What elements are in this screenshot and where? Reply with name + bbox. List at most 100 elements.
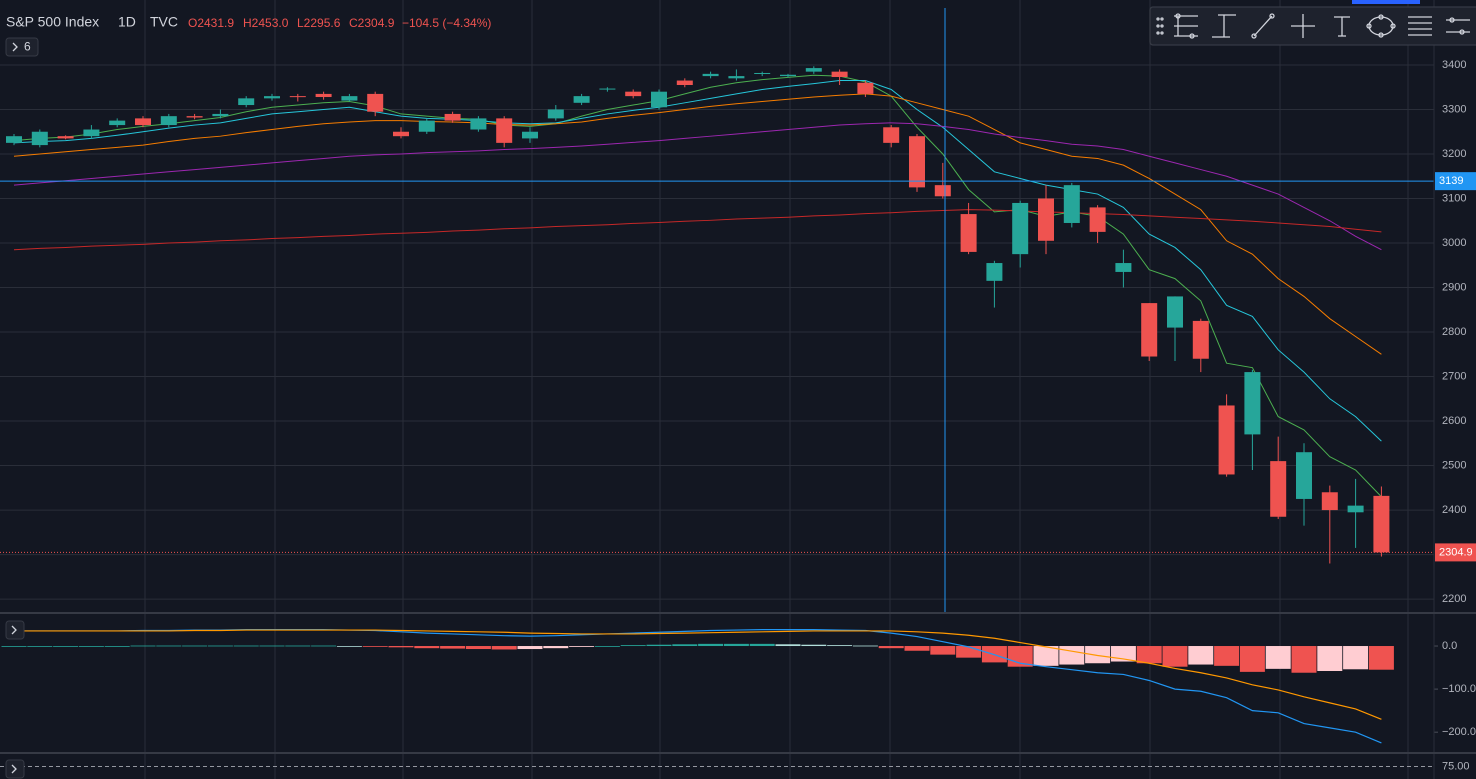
histogram-bar <box>207 645 233 647</box>
candle-body <box>1012 202 1029 255</box>
candle-body <box>212 113 229 117</box>
ohlc-change: −104.5 (−4.34%) <box>402 16 491 30</box>
histogram-bar <box>311 645 337 647</box>
candle-body <box>780 74 796 77</box>
histogram-bar <box>1085 646 1111 664</box>
histogram-bar <box>801 644 827 647</box>
crosshair-price-label: 3139 <box>1439 175 1463 187</box>
pane-toggle[interactable] <box>5 759 25 779</box>
source: TVC <box>150 14 178 30</box>
histogram-bar <box>27 646 53 647</box>
histogram-bar <box>388 646 414 648</box>
candle-body <box>444 113 461 121</box>
histogram-bar <box>904 646 930 651</box>
candle-body <box>341 96 358 101</box>
y-tick-label: 3100 <box>1442 192 1466 204</box>
candle-body <box>986 263 1003 281</box>
candle-body <box>805 68 822 72</box>
candle-body <box>625 91 642 97</box>
candle-body <box>109 120 126 126</box>
histogram-bar <box>1 646 27 647</box>
candle-body <box>6 136 22 143</box>
y-tick-label: 3400 <box>1442 59 1466 71</box>
more-tool[interactable] <box>1446 17 1470 35</box>
histogram-bar <box>156 645 182 647</box>
indicators-toggle[interactable]: 6 <box>5 37 39 57</box>
candle-body <box>1270 461 1287 517</box>
y-tick-label: −200.0 <box>1442 726 1476 738</box>
histogram-bar <box>956 646 982 658</box>
candle-body <box>547 109 564 119</box>
candle-body <box>1115 263 1132 272</box>
candle-body <box>1038 198 1054 241</box>
y-tick-label: 75.00 <box>1442 760 1470 772</box>
moving-average <box>13 80 1382 442</box>
histogram-bar <box>1033 646 1059 666</box>
ohlc-open: O2431.9 <box>188 16 234 30</box>
levels-tool[interactable] <box>1408 16 1432 36</box>
tab-indicator <box>1352 0 1420 4</box>
histogram-bar <box>930 646 956 655</box>
plot-layer: 3400 3300 3200 3100 3000 2900 2800 2700 2600 2500… <box>0 8 1476 772</box>
macd-line <box>14 629 1382 720</box>
histogram-bar <box>723 643 749 647</box>
candle-body <box>728 76 745 79</box>
candle-body <box>1296 452 1312 499</box>
candle-body <box>522 131 538 139</box>
histogram-bar <box>414 646 440 649</box>
candle-body <box>702 73 719 77</box>
candle-body <box>264 96 280 99</box>
crosshair-tool[interactable] <box>1291 14 1315 38</box>
y-tick-label: 0.0 <box>1442 640 1457 652</box>
candle-body <box>83 129 100 137</box>
histogram-bar <box>620 645 646 647</box>
fib-tool[interactable] <box>1174 13 1198 39</box>
histogram-bar <box>852 645 878 647</box>
histogram-bar <box>104 646 130 647</box>
histogram-bar <box>1317 646 1343 672</box>
y-tick-label: 2200 <box>1442 593 1466 605</box>
moving-average <box>13 122 1382 251</box>
candle-body <box>573 96 590 103</box>
histogram-bar <box>1059 646 1085 665</box>
histogram-bar <box>130 645 156 647</box>
histogram-bar <box>465 646 491 650</box>
histogram-bar <box>336 646 362 647</box>
y-tick-label: 3300 <box>1442 103 1466 115</box>
shape-tool[interactable] <box>1366 14 1396 38</box>
y-tick-label: 3000 <box>1442 237 1466 249</box>
y-tick-label: 2500 <box>1442 459 1466 471</box>
histogram-bar <box>594 646 620 647</box>
candle-body <box>367 93 384 112</box>
histogram-bar <box>1291 646 1317 673</box>
candle-body <box>754 72 771 74</box>
trend-line-tool[interactable] <box>1251 13 1275 39</box>
price-range-tool[interactable] <box>1212 14 1236 38</box>
last-price-label: 2304.9 <box>1439 546 1473 558</box>
candle-body <box>470 118 487 130</box>
moving-average <box>13 74 1382 498</box>
candle-body <box>883 127 900 143</box>
drag-handle[interactable] <box>1156 17 1164 35</box>
histogram-bar <box>53 646 79 647</box>
candle-body <box>289 96 306 98</box>
interval: 1D <box>118 14 136 30</box>
candle-body <box>1192 320 1209 359</box>
histogram-bar <box>491 646 517 650</box>
y-tick-label: 2600 <box>1442 415 1466 427</box>
histogram-bar <box>775 644 801 647</box>
pane-toggle[interactable] <box>5 620 25 640</box>
candle-body <box>1321 492 1338 511</box>
histogram-bar <box>517 646 543 650</box>
candle-body <box>418 120 435 132</box>
text-tool[interactable] <box>1334 16 1350 37</box>
candle-body <box>57 136 74 139</box>
histogram-bar <box>1188 646 1214 665</box>
ohlc-high: H2453.0 <box>243 16 289 30</box>
histogram-bar <box>698 643 724 647</box>
candle-body <box>1141 303 1158 357</box>
candle-body <box>186 116 203 118</box>
candle-body <box>1167 296 1183 328</box>
